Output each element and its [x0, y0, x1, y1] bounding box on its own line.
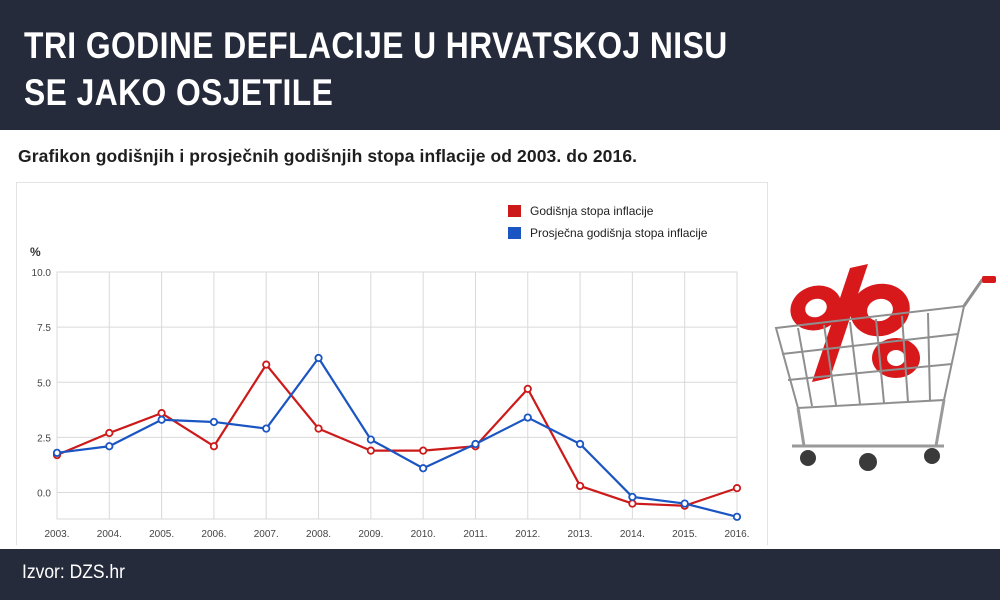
data-point-series-1 [575, 481, 585, 491]
data-point-series-1 [523, 384, 532, 393]
legend-label: Godišnja stopa inflacije [530, 204, 654, 218]
cart-handle [962, 278, 990, 307]
y-tick-label: 10.0 [32, 268, 52, 279]
data-point-series-2 [523, 413, 532, 422]
y-tick-label: 7.5 [37, 323, 51, 334]
data-point-series-2 [52, 448, 62, 457]
y-axis-label: % [30, 245, 41, 259]
x-tick-label: 2003. [44, 529, 69, 540]
data-point-series-2 [314, 353, 323, 363]
data-point-series-2 [366, 435, 375, 444]
data-point-series-1 [105, 428, 114, 438]
legend-label: Prosječna godišnja stopa inflacije [530, 226, 708, 240]
data-point-series-2 [209, 417, 219, 427]
chart-panel: 10.0 7.5 5.0 2.5 0.0% 2003. 2004. 2005. 2006. 200… [16, 182, 768, 545]
x-tick-label: 2014. [620, 529, 645, 540]
percent-sign [790, 264, 920, 382]
x-tick-label: 2005. [149, 529, 174, 540]
data-point-series-1 [366, 446, 375, 455]
x-tick-label: 2006. [201, 529, 226, 540]
x-tick-label: 2009. [358, 529, 383, 540]
data-point-series-1 [732, 484, 742, 493]
data-point-series-2 [471, 439, 480, 449]
data-point-series-1 [209, 442, 219, 451]
series-line-1 [56, 363, 738, 507]
chart-heading: Grafikon godišnjih i prosječnih godišnji… [18, 146, 638, 166]
data-point-series-2 [575, 439, 585, 449]
x-tick-label: 2013. [568, 529, 593, 540]
data-point-series-1 [157, 409, 166, 418]
data-point-series-2 [680, 499, 689, 508]
plot-frame [56, 271, 738, 520]
data-point-series-2 [157, 415, 166, 424]
x-tick-label: 2004. [97, 529, 122, 540]
x-tick-label: 2010. [411, 529, 436, 540]
data-point-series-2 [262, 424, 271, 433]
data-point-series-1 [419, 446, 428, 455]
inflation-line-chart: 10.0 7.5 5.0 2.5 0.0% 2003. 2004. 2005. 2006. 200… [30, 204, 750, 540]
data-point-series-2 [105, 442, 114, 451]
y-tick-label: 5.0 [37, 378, 51, 389]
x-tick-label: 2016. [724, 529, 749, 540]
data-point-series-2 [628, 492, 637, 502]
data-point-series-1 [314, 424, 323, 433]
cart-frame [792, 399, 946, 448]
legend-swatch [508, 227, 521, 239]
series-line-2 [56, 356, 738, 518]
data-point-series-2 [419, 464, 428, 473]
x-tick-label: 2011. [463, 529, 487, 540]
legend-swatch [508, 205, 521, 217]
x-tick-label: 2007. [254, 529, 279, 540]
data-point-series-1 [628, 499, 637, 508]
x-tick-label: 2012. [515, 529, 540, 540]
data-point-series-2 [732, 512, 742, 521]
x-tick-label: 2015. [672, 529, 697, 540]
cart-wheels [800, 448, 940, 471]
cart-basket [774, 304, 966, 410]
header-bar: TRI GODINE DEFLACIJE U HRVATSKOJ NISU SE… [0, 0, 1000, 130]
y-tick-label: 2.5 [37, 433, 51, 444]
footer-bar: Izvor: DZS.hr [0, 549, 1000, 600]
data-point-series-1 [262, 360, 271, 369]
headline: TRI GODINE DEFLACIJE U HRVATSKOJ NISU SE… [24, 25, 728, 113]
y-tick-label: 0.0 [37, 489, 51, 500]
shopping-cart-percent-icon [768, 250, 998, 480]
x-tick-label: 2008. [306, 529, 331, 540]
source-credit: Izvor: DZS.hr [22, 562, 125, 583]
